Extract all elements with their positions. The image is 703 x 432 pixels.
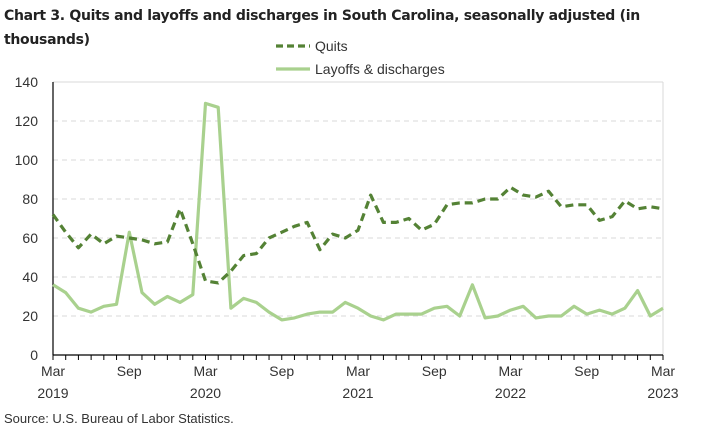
x-tick-label-month: Mar [346,363,370,379]
y-tick-label: 60 [22,230,38,246]
x-tick-label-month: Mar [498,363,522,379]
x-tick-label-month: Mar [193,363,217,379]
x-tick-label-month: Mar [651,363,675,379]
x-tick-label-year: 2020 [190,385,221,401]
x-tick-label-month: Mar [41,363,65,379]
x-tick-label-year: 2023 [647,385,678,401]
quits-line [51,185,664,285]
y-tick-label: 40 [22,269,38,285]
source-note: Source: U.S. Bureau of Labor Statistics. [4,411,234,426]
x-tick-label-month: Sep [574,363,599,379]
y-tick-label: 20 [22,308,38,324]
chart-title: Chart 3. Quits and layoffs and discharge… [4,8,640,48]
y-tick-label: 80 [22,191,38,207]
x-tick-label-month: Sep [117,363,142,379]
y-tick-label: 120 [15,113,39,129]
x-tick-label-month: Sep [269,363,294,379]
layoffs-discharges-line [52,101,664,322]
x-tick-label-year: 2022 [495,385,526,401]
legend: Quits Layoffs & discharges [276,38,445,77]
x-tick-label-year: 2019 [37,385,68,401]
x-tick-label-month: Sep [422,363,447,379]
x-tick-label-year: 2021 [342,385,373,401]
legend-layoffs-label: Layoffs & discharges [315,61,445,77]
x-axis-tick-labels: Mar 2019 Sep Mar 2020 Sep Mar 2021 Sep Mar 2022 Sep… [37,363,678,401]
y-tick-label: 140 [15,74,39,90]
y-tick-label: 0 [30,347,38,363]
axes [52,81,664,360]
series-lines [51,101,664,322]
legend-quits-label: Quits [315,38,348,54]
y-axis-tick-labels: 0 20 40 60 80 100 120 140 [15,74,39,363]
gridlines [53,120,663,317]
y-tick-label: 100 [15,152,39,168]
